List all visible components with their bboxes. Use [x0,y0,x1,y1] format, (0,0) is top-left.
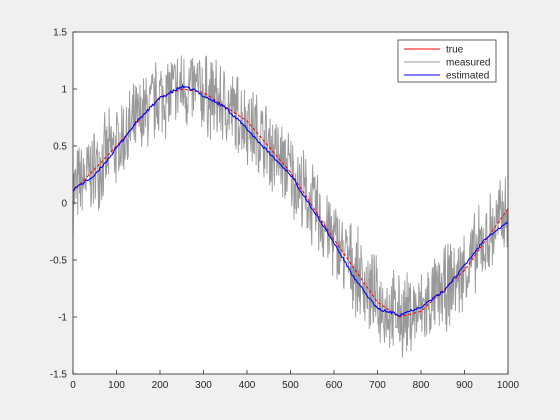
series-measured [72,55,509,358]
y-tick-label: -1.5 [50,370,68,381]
y-tick-label: 1.5 [53,28,67,39]
x-tick-label: 500 [282,380,299,391]
x-tick-label: 700 [369,380,386,391]
legend-label-estimated: estimated [446,71,489,82]
x-tick-label: 1000 [497,380,520,391]
x-tick-label: 100 [108,380,125,391]
y-tick-label: -0.5 [50,256,68,267]
plot-area [73,32,508,374]
y-axis: 1.5 1 0.5 0 -0.5 -1 -1.5 [50,28,77,381]
y-tick-label: -1 [58,313,67,324]
legend-label-true: true [446,45,464,56]
x-tick-label: 200 [152,380,169,391]
x-axis: 0 100 200 300 400 500 600 700 800 900 1000 [70,370,520,391]
x-tick-label: 0 [70,380,76,391]
x-tick-label: 600 [326,380,343,391]
series-layer [72,55,509,358]
x-tick-label: 900 [456,380,473,391]
series-estimated [72,84,508,317]
x-tick-label: 800 [413,380,430,391]
x-tick-label: 300 [195,380,212,391]
y-tick-label: 0 [61,199,67,210]
y-tick-label: 1 [61,85,67,96]
y-tick-label: 0.5 [53,142,67,153]
x-tick-label: 400 [239,380,256,391]
legend-label-measured: measured [446,58,490,69]
legend: true measured estimated [397,39,497,83]
